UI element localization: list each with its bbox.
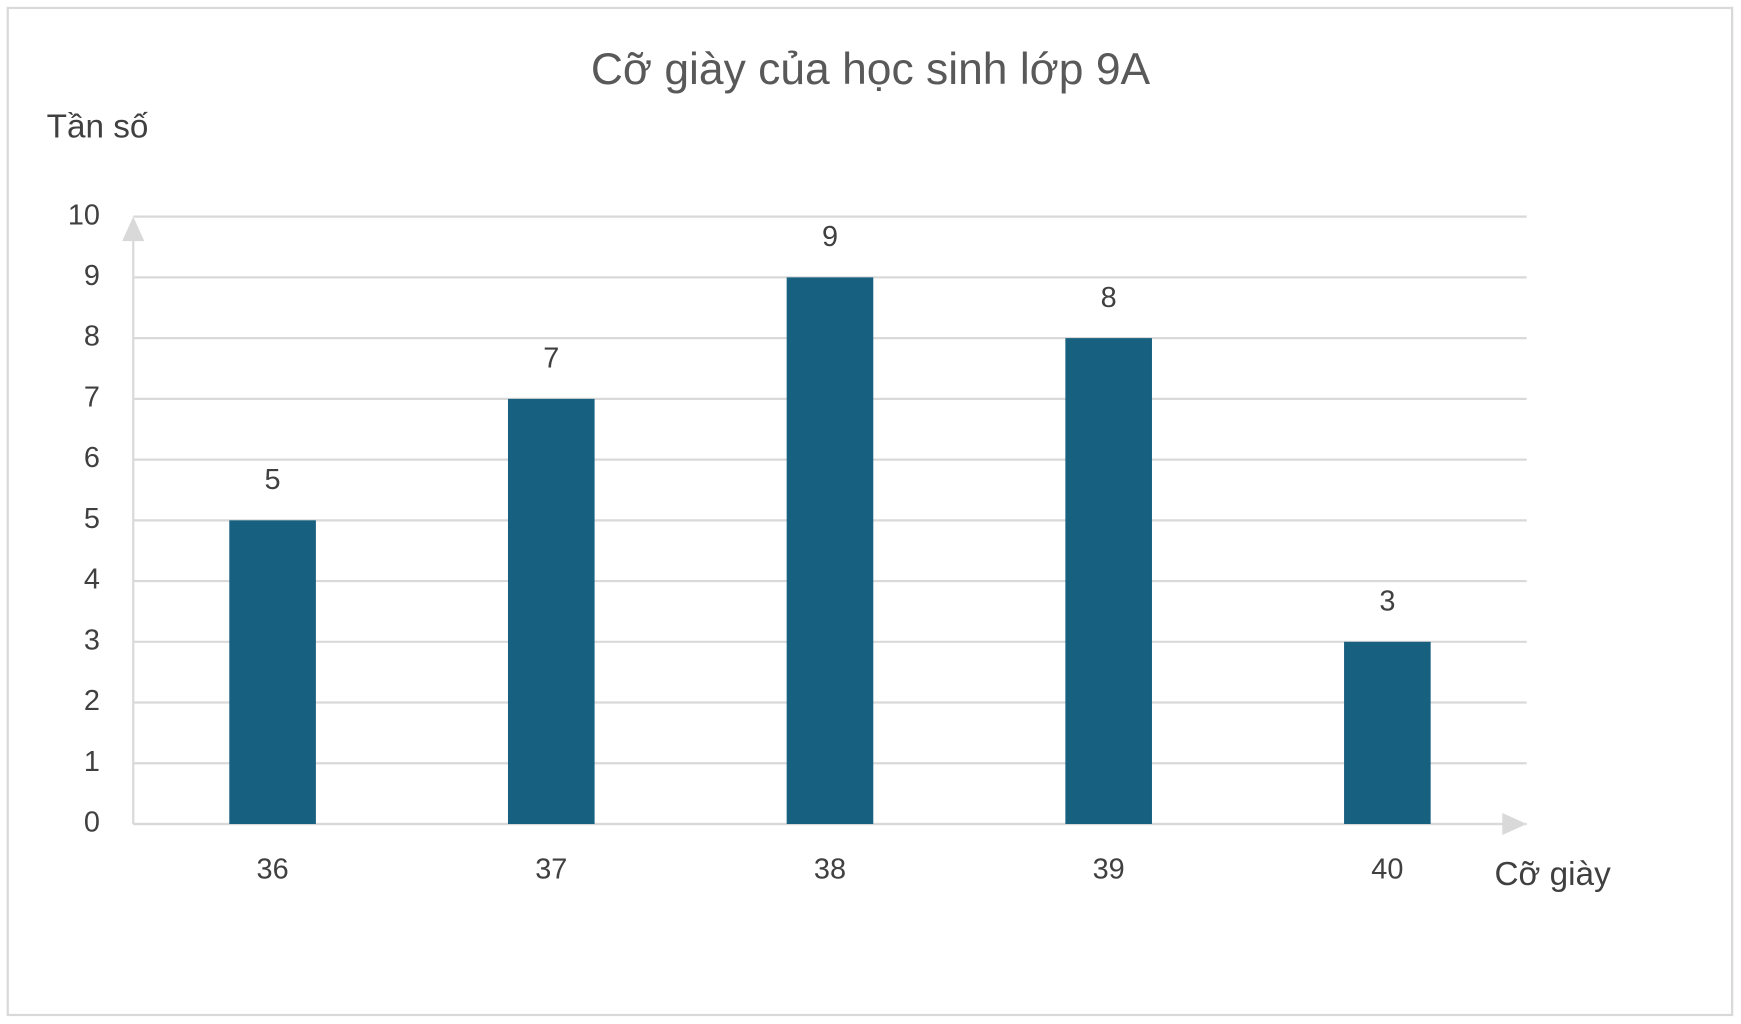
y-axis-label: Tần số xyxy=(47,109,149,146)
y-axis-arrow xyxy=(122,216,145,242)
y-tick-label: 1 xyxy=(84,746,100,778)
value-label: 8 xyxy=(1101,282,1117,314)
y-tick-label: 3 xyxy=(84,624,100,656)
x-tick-label: 37 xyxy=(535,853,567,885)
value-label: 3 xyxy=(1379,586,1395,618)
x-axis-arrow xyxy=(1502,812,1527,836)
x-axis-label: Cỡ giày xyxy=(1495,856,1612,893)
bar xyxy=(229,520,316,825)
chart-title: Cỡ giày của học sinh lớp 9A xyxy=(591,45,1151,94)
bar xyxy=(1344,641,1431,825)
value-label: 7 xyxy=(543,343,559,375)
y-tick-label: 4 xyxy=(84,564,100,596)
y-tick-label: 6 xyxy=(84,442,100,474)
y-tick-label: 5 xyxy=(84,503,100,535)
y-tick-label: 9 xyxy=(84,260,100,292)
x-tick-label: 40 xyxy=(1371,853,1403,885)
value-label: 5 xyxy=(265,464,281,496)
x-tick-label: 38 xyxy=(814,853,846,885)
bar xyxy=(1065,338,1152,825)
bar xyxy=(786,277,874,825)
value-label: 9 xyxy=(822,221,838,253)
x-tick-label: 39 xyxy=(1093,853,1125,885)
y-tick-label: 0 xyxy=(84,807,100,839)
y-tick-label: 10 xyxy=(68,199,100,231)
x-tick-label: 36 xyxy=(257,853,289,885)
bar xyxy=(507,398,595,825)
y-tick-label: 7 xyxy=(84,381,100,413)
y-tick-label: 2 xyxy=(84,685,100,717)
y-tick-label: 8 xyxy=(84,321,100,353)
